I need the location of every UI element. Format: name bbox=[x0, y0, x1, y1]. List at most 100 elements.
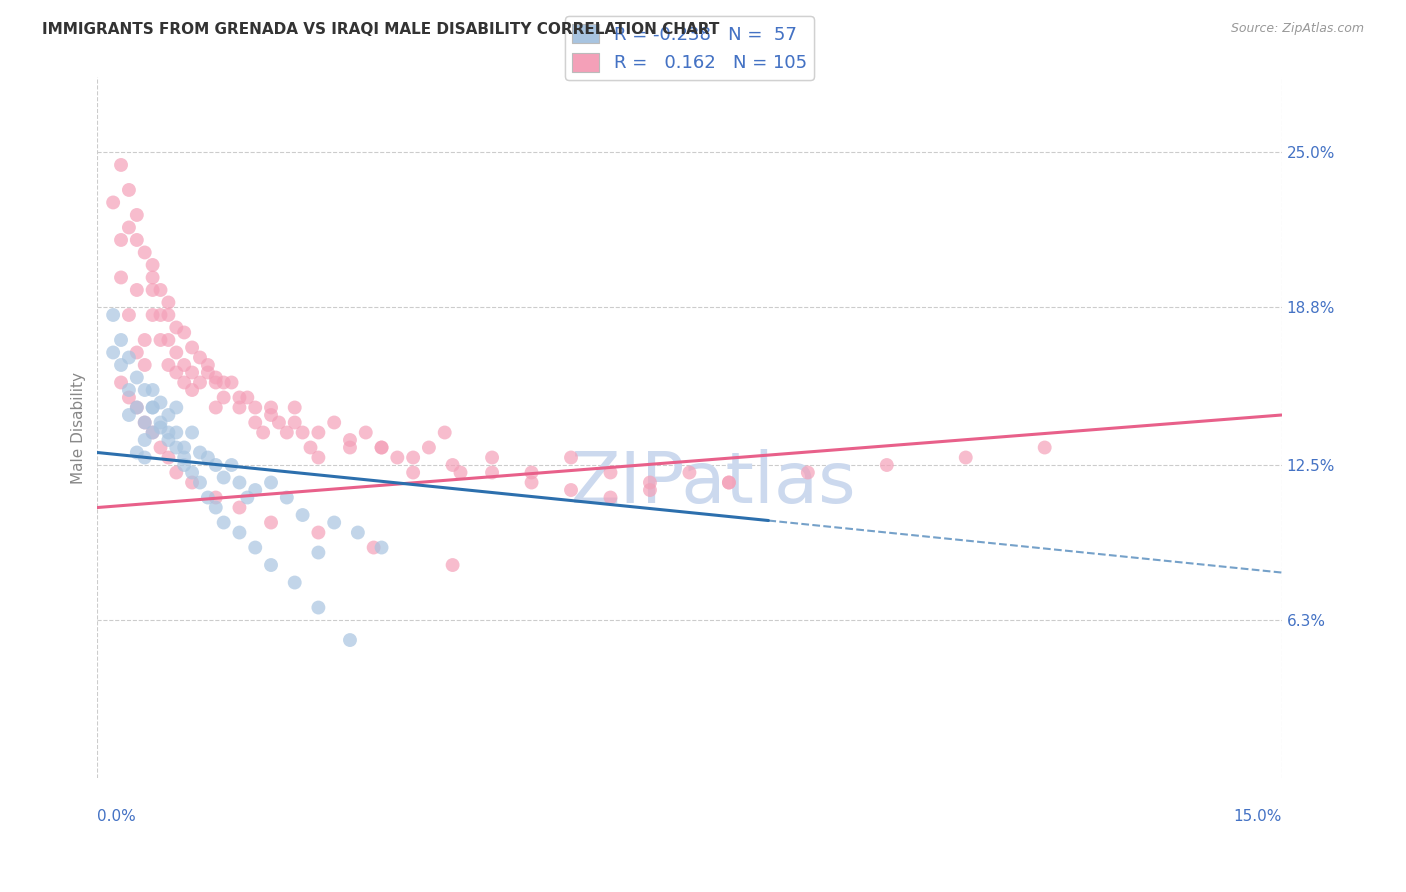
Point bbox=[204, 376, 226, 390]
Point bbox=[955, 450, 977, 465]
Point bbox=[173, 450, 195, 465]
Point bbox=[188, 376, 211, 390]
Point bbox=[157, 295, 180, 310]
Point bbox=[165, 366, 187, 380]
Point bbox=[134, 245, 156, 260]
Point bbox=[307, 525, 329, 540]
Point bbox=[797, 466, 820, 480]
Point bbox=[118, 408, 141, 422]
Point bbox=[387, 450, 409, 465]
Point bbox=[118, 391, 141, 405]
Point bbox=[181, 466, 204, 480]
Point bbox=[118, 308, 141, 322]
Point bbox=[481, 466, 503, 480]
Point bbox=[267, 416, 290, 430]
Point bbox=[339, 433, 361, 447]
Point bbox=[173, 458, 195, 472]
Point bbox=[307, 600, 329, 615]
Point bbox=[307, 450, 329, 465]
Point bbox=[370, 541, 392, 555]
Point bbox=[347, 525, 370, 540]
Point bbox=[125, 401, 148, 415]
Point bbox=[245, 483, 267, 497]
Point bbox=[339, 441, 361, 455]
Point bbox=[142, 425, 165, 440]
Point bbox=[134, 433, 156, 447]
Point bbox=[599, 491, 621, 505]
Point bbox=[481, 450, 503, 465]
Point bbox=[125, 345, 148, 359]
Text: 15.0%: 15.0% bbox=[1233, 809, 1281, 824]
Point bbox=[157, 450, 180, 465]
Point bbox=[110, 333, 132, 347]
Point bbox=[276, 491, 298, 505]
Point bbox=[441, 458, 464, 472]
Point bbox=[188, 475, 211, 490]
Point bbox=[520, 475, 543, 490]
Point bbox=[134, 450, 156, 465]
Point bbox=[291, 508, 314, 522]
Point bbox=[560, 450, 582, 465]
Text: IMMIGRANTS FROM GRENADA VS IRAQI MALE DISABILITY CORRELATION CHART: IMMIGRANTS FROM GRENADA VS IRAQI MALE DI… bbox=[42, 22, 720, 37]
Point bbox=[110, 233, 132, 247]
Point bbox=[402, 450, 425, 465]
Point bbox=[520, 466, 543, 480]
Point bbox=[876, 458, 898, 472]
Point bbox=[181, 425, 204, 440]
Point bbox=[165, 401, 187, 415]
Point bbox=[173, 376, 195, 390]
Point bbox=[307, 425, 329, 440]
Point bbox=[228, 391, 250, 405]
Point bbox=[118, 220, 141, 235]
Point bbox=[212, 516, 235, 530]
Point bbox=[307, 545, 329, 559]
Point bbox=[245, 541, 267, 555]
Point bbox=[173, 358, 195, 372]
Point bbox=[204, 401, 226, 415]
Text: ZIPatlas: ZIPatlas bbox=[571, 449, 856, 518]
Text: 0.0%: 0.0% bbox=[97, 809, 136, 824]
Point bbox=[560, 483, 582, 497]
Point bbox=[181, 366, 204, 380]
Point bbox=[142, 401, 165, 415]
Point bbox=[188, 445, 211, 459]
Point bbox=[370, 441, 392, 455]
Point bbox=[323, 516, 346, 530]
Point bbox=[149, 416, 172, 430]
Point bbox=[149, 420, 172, 434]
Point bbox=[245, 401, 267, 415]
Point bbox=[142, 270, 165, 285]
Point bbox=[110, 158, 132, 172]
Point bbox=[638, 483, 661, 497]
Point bbox=[228, 401, 250, 415]
Point bbox=[101, 345, 124, 359]
Point bbox=[142, 383, 165, 397]
Point bbox=[212, 391, 235, 405]
Point bbox=[228, 500, 250, 515]
Point bbox=[125, 233, 148, 247]
Point bbox=[204, 458, 226, 472]
Point bbox=[228, 475, 250, 490]
Point bbox=[110, 358, 132, 372]
Point bbox=[599, 466, 621, 480]
Point bbox=[228, 525, 250, 540]
Point bbox=[149, 308, 172, 322]
Point bbox=[134, 333, 156, 347]
Point bbox=[204, 370, 226, 384]
Point bbox=[165, 425, 187, 440]
Point bbox=[212, 376, 235, 390]
Point bbox=[260, 475, 283, 490]
Point bbox=[188, 351, 211, 365]
Point bbox=[157, 408, 180, 422]
Point bbox=[221, 458, 243, 472]
Point bbox=[299, 441, 322, 455]
Point bbox=[118, 183, 141, 197]
Point bbox=[354, 425, 377, 440]
Point bbox=[236, 491, 259, 505]
Point bbox=[149, 283, 172, 297]
Point bbox=[134, 358, 156, 372]
Point bbox=[204, 500, 226, 515]
Point bbox=[717, 475, 740, 490]
Point bbox=[370, 441, 392, 455]
Point bbox=[165, 320, 187, 334]
